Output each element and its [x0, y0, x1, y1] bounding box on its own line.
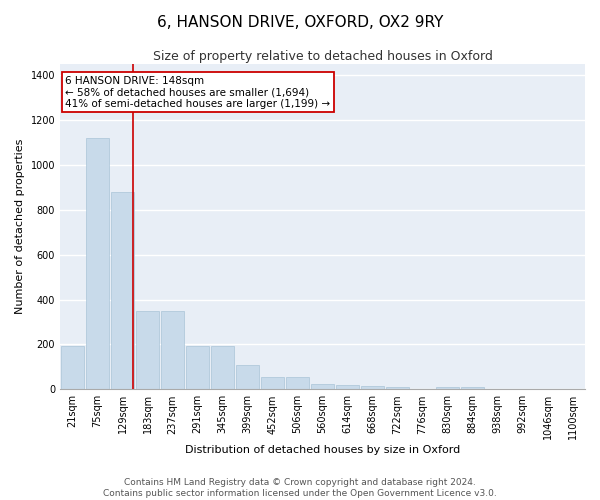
Bar: [286, 376, 309, 390]
Bar: [186, 346, 209, 390]
Text: 6 HANSON DRIVE: 148sqm
← 58% of detached houses are smaller (1,694)
41% of semi-: 6 HANSON DRIVE: 148sqm ← 58% of detached…: [65, 76, 331, 108]
Bar: [261, 376, 284, 390]
Bar: [111, 192, 134, 390]
Bar: [61, 346, 84, 390]
Bar: [361, 386, 384, 390]
Bar: [161, 311, 184, 390]
Bar: [336, 385, 359, 390]
Bar: [86, 138, 109, 390]
Bar: [236, 364, 259, 390]
Bar: [461, 387, 484, 390]
Text: 6, HANSON DRIVE, OXFORD, OX2 9RY: 6, HANSON DRIVE, OXFORD, OX2 9RY: [157, 15, 443, 30]
Bar: [211, 346, 234, 390]
Text: Contains HM Land Registry data © Crown copyright and database right 2024.
Contai: Contains HM Land Registry data © Crown c…: [103, 478, 497, 498]
Bar: [436, 387, 459, 390]
Bar: [136, 311, 159, 390]
X-axis label: Distribution of detached houses by size in Oxford: Distribution of detached houses by size …: [185, 445, 460, 455]
Y-axis label: Number of detached properties: Number of detached properties: [15, 139, 25, 314]
Bar: [311, 384, 334, 390]
Bar: [386, 387, 409, 390]
Title: Size of property relative to detached houses in Oxford: Size of property relative to detached ho…: [152, 50, 493, 63]
